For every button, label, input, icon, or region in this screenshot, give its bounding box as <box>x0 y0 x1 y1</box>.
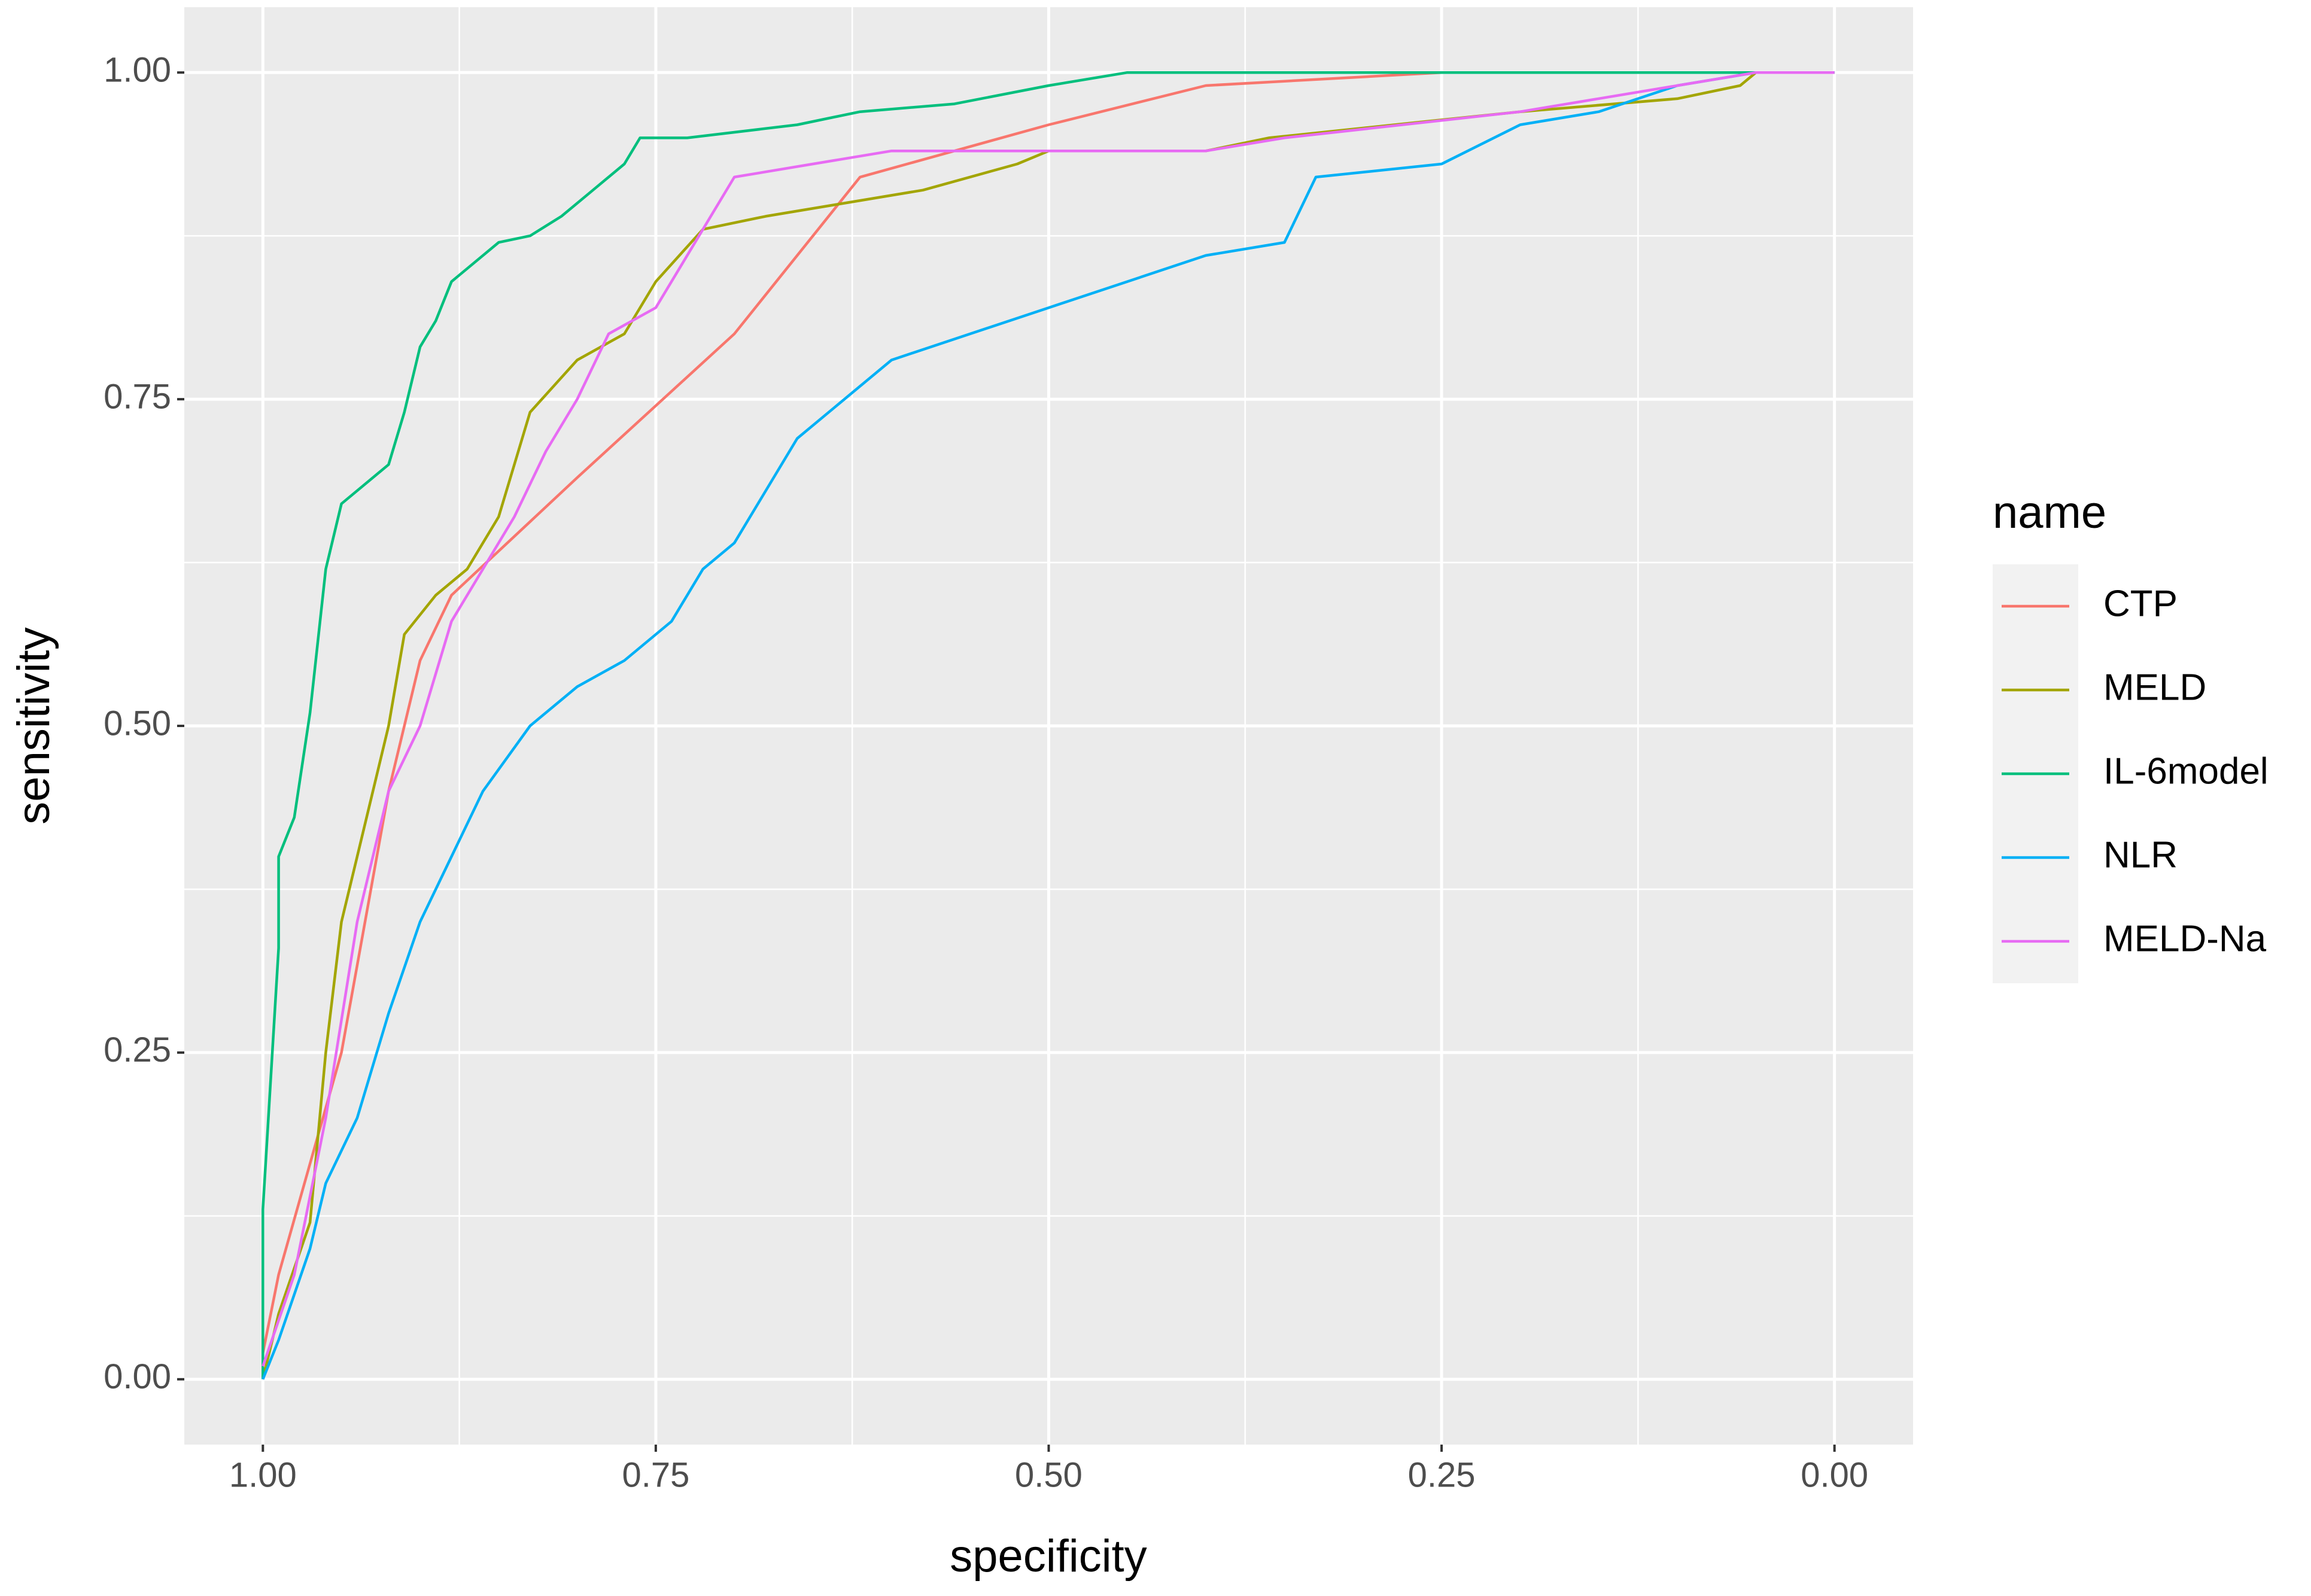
x-tick-label: 0.00 <box>1801 1455 1868 1494</box>
y-tick-label: 0.00 <box>104 1357 171 1396</box>
roc-line <box>261 71 1835 1354</box>
legend-label: MELD <box>2103 667 2206 708</box>
roc-line <box>261 71 1835 1380</box>
x-tick-label: 0.75 <box>622 1455 689 1494</box>
x-axis-title: specificity <box>950 1531 1147 1582</box>
y-tick-label: 0.25 <box>104 1030 171 1069</box>
x-tick-label: 1.00 <box>229 1455 297 1494</box>
y-tick-label: 1.00 <box>104 51 171 90</box>
legend-label: NLR <box>2103 834 2178 875</box>
x-tick-label: 0.25 <box>1408 1455 1476 1494</box>
y-tick-label: 0.75 <box>104 377 171 416</box>
x-tick-label: 0.50 <box>1015 1455 1082 1494</box>
legend-title: name <box>1993 487 2106 538</box>
legend-label: MELD-Na <box>2103 918 2267 959</box>
roc-line <box>261 71 1835 1379</box>
roc-line <box>261 71 1835 1367</box>
y-tick-label: 0.50 <box>104 704 171 743</box>
y-axis-title: sensitivity <box>8 627 59 824</box>
legend-label: CTP <box>2103 583 2178 624</box>
legend-label: IL-6model <box>2103 750 2269 792</box>
